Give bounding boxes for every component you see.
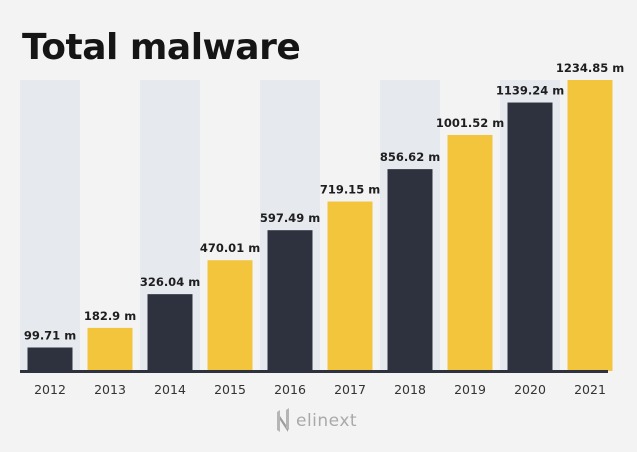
bar-2017 [327,201,373,371]
elinext-logo-icon [277,408,289,432]
x-tick-label-2014: 2014 [154,382,186,397]
data-label-2019: 1001.52 m [436,116,504,130]
x-axis-line [20,370,608,373]
elinext-logo: elinext [276,408,357,434]
elinext-logo-text: elinext [296,411,358,431]
data-label-2015: 470.01 m [200,241,260,255]
bar-2019 [447,134,493,371]
x-tick-label-2013: 2013 [94,382,126,397]
x-tick-label-2017: 2017 [334,382,366,397]
bar-2020 [507,102,553,372]
bar-2014 [147,294,193,371]
x-tick-label-2019: 2019 [454,382,486,397]
x-tick-label-2018: 2018 [394,382,426,397]
data-label-2018: 856.62 m [380,150,440,164]
bar-2018 [387,169,433,371]
data-label-2012: 99.71 m [24,329,76,343]
x-tick-label-2015: 2015 [214,382,246,397]
column-band [20,80,80,371]
bar-2013 [87,327,133,371]
x-tick-label-2021: 2021 [574,382,606,397]
data-label-2014: 326.04 m [140,275,200,289]
bar-2015 [207,260,253,371]
x-tick-label-2020: 2020 [514,382,546,397]
data-label-2021: 1234.85 m [556,61,624,75]
bar-2012 [27,347,73,371]
bar-2016 [267,230,313,371]
bar-2021 [567,80,613,371]
x-tick-label-2016: 2016 [274,382,306,397]
data-label-2017: 719.15 m [320,183,380,197]
data-label-2020: 1139.24 m [496,84,564,98]
x-tick-label-2012: 2012 [34,382,66,397]
data-label-2013: 182.9 m [84,309,136,323]
chart-title: Total malware [22,27,301,68]
data-label-2016: 597.49 m [260,211,320,225]
